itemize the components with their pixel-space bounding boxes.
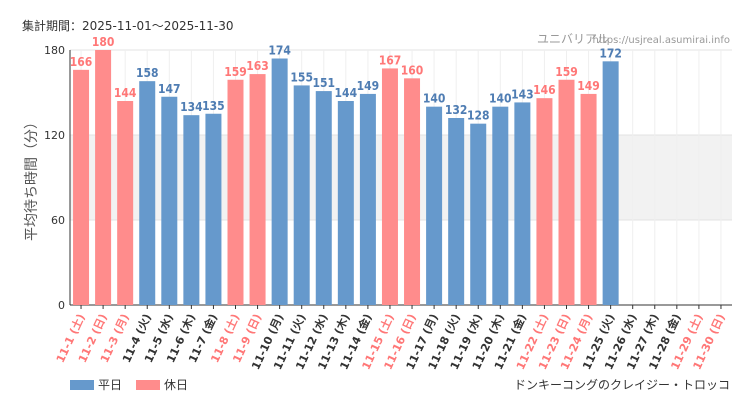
shaded-band (70, 135, 732, 220)
attraction-name: ドンキーコングのクレイジー・トロッコ (514, 378, 730, 392)
legend-label-holiday: 休日 (164, 378, 188, 392)
bar-value-label: 147 (158, 82, 181, 96)
bar-value-label: 149 (577, 79, 600, 93)
bar (470, 123, 487, 306)
bar (73, 69, 90, 305)
bar (117, 101, 134, 305)
bar (580, 93, 597, 306)
bar (95, 50, 112, 305)
bar (492, 106, 509, 306)
bar-value-label: 132 (445, 103, 468, 117)
bar (315, 91, 332, 305)
bar-value-label: 180 (92, 35, 115, 49)
bar-value-label: 166 (70, 55, 93, 69)
y-tick-label: 120 (44, 129, 65, 142)
bar-value-label: 135 (202, 99, 225, 113)
bar (448, 118, 465, 305)
bar-value-label: 159 (224, 65, 247, 79)
bar (558, 79, 575, 305)
bar-value-label: 140 (423, 92, 446, 106)
bar (249, 74, 266, 305)
bar (359, 93, 376, 306)
legend-swatch-holiday (136, 380, 160, 390)
bar (381, 68, 398, 306)
bar (183, 115, 200, 306)
legend-label-weekday: 平日 (98, 378, 122, 392)
y-tick-label: 60 (51, 214, 65, 227)
bar (337, 101, 354, 305)
bar-value-label: 160 (401, 63, 424, 77)
legend: 平日 休日 (70, 378, 188, 392)
y-axis-label: 平均待ち時間（分） (24, 115, 40, 241)
legend-swatch-weekday (70, 380, 94, 390)
bar (227, 79, 244, 305)
bar-value-label: 155 (290, 70, 313, 84)
bar-value-label: 163 (246, 59, 269, 73)
y-tick-label: 180 (44, 44, 65, 57)
site-name: ユニバリアル (537, 32, 609, 46)
site-url[interactable]: https://usjreal.asumirai.info (593, 35, 730, 46)
bar-value-label: 146 (533, 83, 556, 97)
bar-value-label: 167 (379, 53, 402, 67)
bar-value-label: 174 (268, 44, 291, 58)
bar (514, 102, 531, 306)
bar (205, 113, 222, 305)
period-label: 集計期間：2025-11-01〜2025-11-30 (22, 18, 233, 33)
bar (139, 81, 156, 306)
bar-value-label: 144 (335, 86, 358, 100)
bar-value-label: 158 (136, 66, 159, 80)
bar (271, 58, 288, 305)
bar (426, 106, 443, 306)
bar (293, 85, 310, 306)
bar (536, 98, 553, 306)
bar-value-label: 149 (357, 79, 380, 93)
bar-value-label: 128 (467, 109, 490, 123)
bar (161, 96, 178, 305)
bar (602, 61, 619, 306)
bar (404, 78, 421, 305)
bar-value-label: 172 (599, 46, 622, 60)
bar-value-label: 159 (555, 65, 578, 79)
bar-value-label: 151 (312, 76, 335, 90)
bar-value-label: 144 (114, 86, 137, 100)
y-tick-label: 0 (58, 299, 65, 312)
bar-value-label: 140 (489, 92, 512, 106)
bar-value-label: 143 (511, 87, 534, 101)
bar-value-label: 134 (180, 100, 203, 114)
